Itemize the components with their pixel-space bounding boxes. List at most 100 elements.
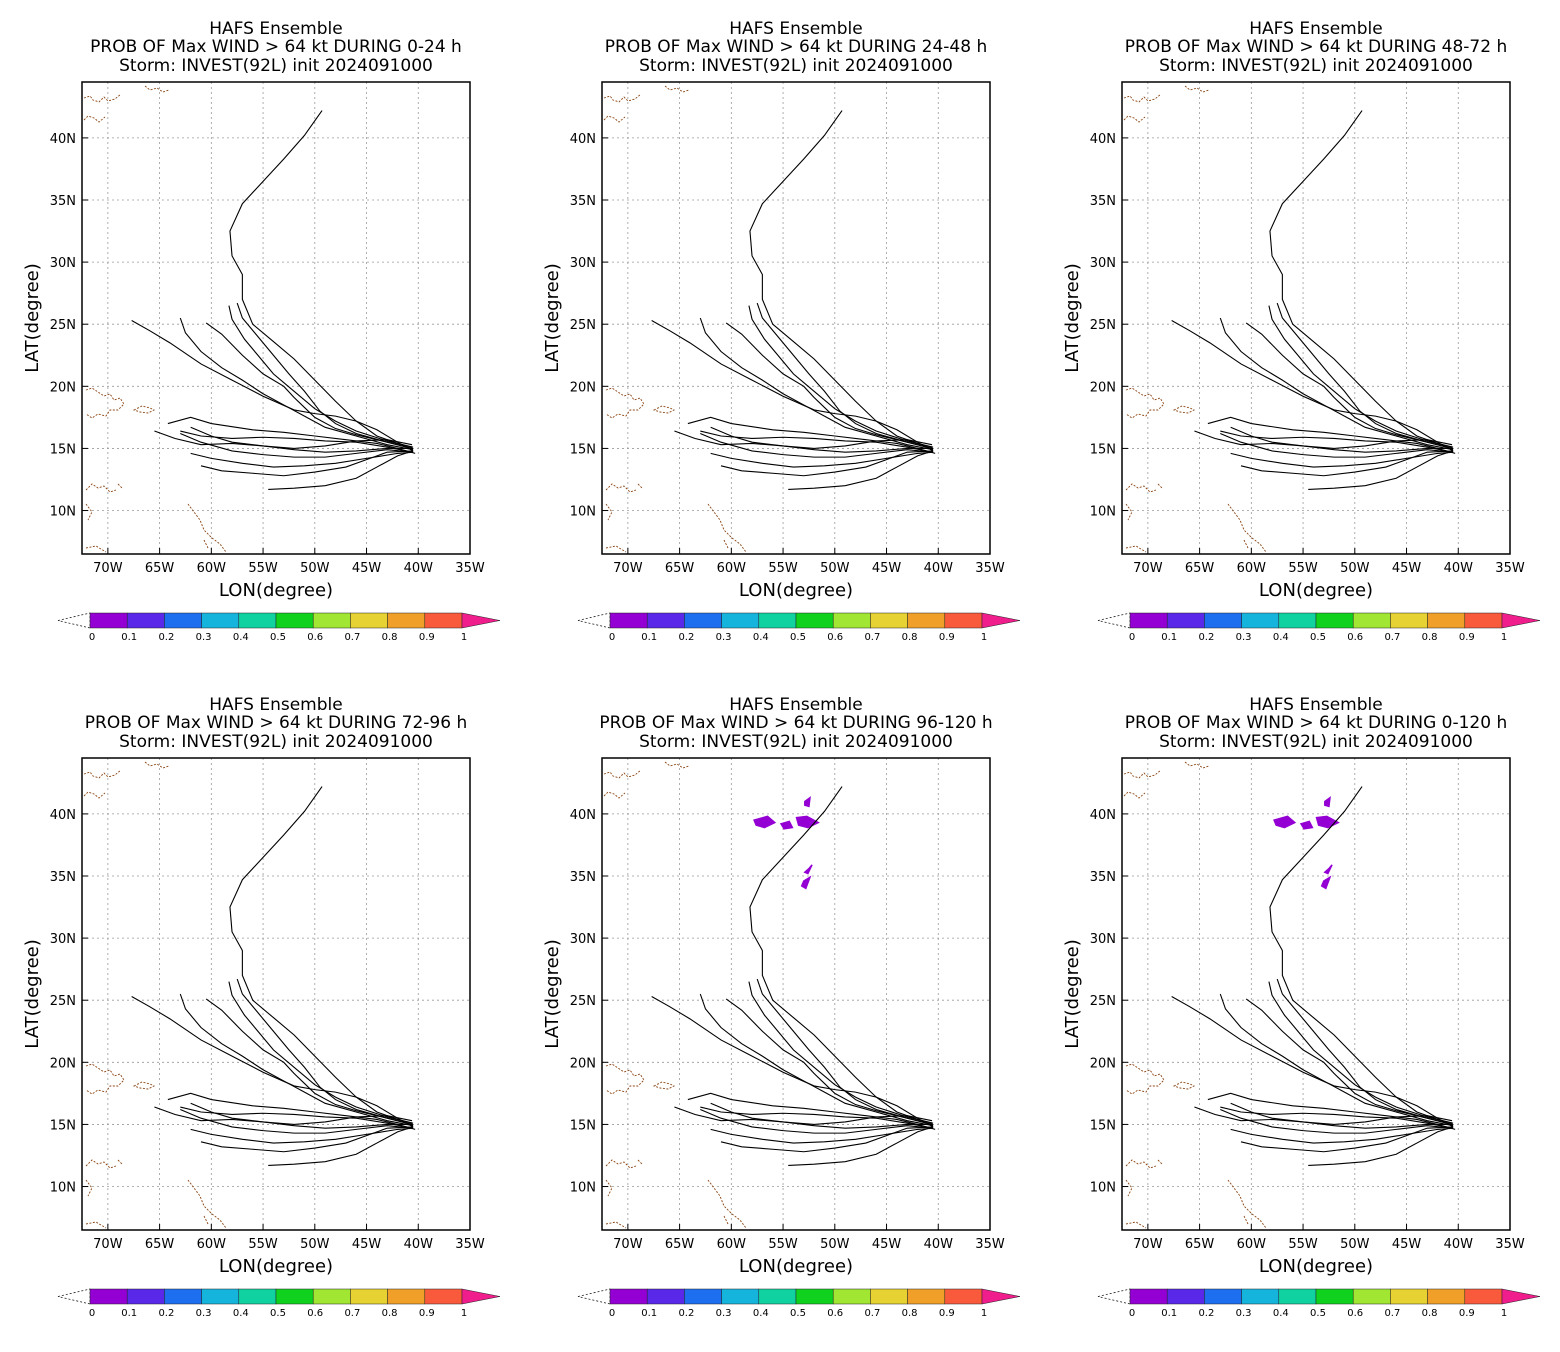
coastline — [707, 1179, 747, 1229]
y-tick-label: 25N — [50, 994, 76, 1009]
colorbar-segment — [1278, 612, 1317, 629]
colorbar-tick-label: 0.1 — [641, 632, 657, 643]
colorbar-tick-label: 0.6 — [307, 632, 323, 643]
colorbar-over-arrow — [981, 1288, 1021, 1305]
coastlines — [83, 85, 227, 553]
colorbar-segment — [238, 1288, 277, 1305]
y-tick-label: 20N — [50, 380, 76, 395]
x-tick-label: 65W — [665, 561, 695, 576]
x-tick-label: 50W — [820, 1237, 850, 1252]
panel-title-line2: PROB OF Max WIND > 64 kt DURING 96-120 h — [599, 713, 992, 733]
x-tick-label: 55W — [768, 561, 798, 576]
colorbar-tick-label: 0.6 — [307, 1308, 323, 1319]
x-tick-label: 65W — [1185, 561, 1215, 576]
track-line — [1269, 786, 1454, 1124]
y-tick-label: 30N — [50, 256, 76, 271]
x-tick-label: 40W — [404, 1237, 434, 1252]
y-tick-label: 35N — [1090, 870, 1116, 885]
map-area — [602, 758, 990, 1230]
prob-patch — [1299, 820, 1314, 830]
coastline — [132, 1081, 156, 1090]
y-tick-label: 40N — [1090, 808, 1116, 823]
coastline — [605, 1159, 637, 1169]
x-tick-label: 65W — [665, 1237, 695, 1252]
x-tick-label: 35W — [1495, 561, 1525, 576]
prob-patch — [1320, 875, 1332, 890]
track-line — [1220, 1109, 1454, 1134]
x-tick-label: 40W — [404, 561, 434, 576]
colorbar-under-arrow — [577, 1288, 611, 1305]
y-tick-label: 35N — [50, 870, 76, 885]
colorbar-tick-label: 0.7 — [344, 1308, 360, 1319]
colorbar: 0 0.1 0.2 0.3 0.4 0.5 0.6 0.7 0.8 0.9 1 — [1097, 1288, 1541, 1319]
colorbar-segment — [1204, 612, 1242, 629]
y-tick-label: 30N — [50, 932, 76, 947]
colorbar-segment — [684, 1288, 722, 1305]
panel-title-line2: PROB OF Max WIND > 64 kt DURING 48-72 h — [1125, 37, 1507, 57]
coastline — [85, 545, 107, 553]
x-tick-label: 65W — [145, 561, 175, 576]
coastlines — [603, 761, 747, 1229]
track-line — [229, 110, 414, 448]
x-tick-label: 40W — [1444, 561, 1474, 576]
y-tick-label: 15N — [570, 442, 596, 457]
coastline — [1125, 1221, 1147, 1229]
panel-title-line1: HAFS Ensemble — [729, 695, 862, 715]
colorbar-tick-label: 1 — [1501, 1308, 1507, 1319]
colorbar-tick-label: 1 — [981, 1308, 987, 1319]
track-line — [1240, 450, 1454, 477]
x-tick-label: 70W — [613, 1237, 643, 1252]
panel-title-line2: PROB OF Max WIND > 64 kt DURING 24-48 h — [605, 37, 987, 57]
colorbar-tick-label: 0 — [609, 1308, 615, 1319]
map-area — [82, 758, 470, 1230]
colorbar-tick-label: 0.2 — [678, 1308, 694, 1319]
y-tick-label: 30N — [1090, 256, 1116, 271]
colorbar-tick-label: 0.5 — [270, 1308, 286, 1319]
y-tick-label: 25N — [570, 318, 596, 333]
track-line — [1230, 426, 1454, 453]
colorbar-tick-label: 0.5 — [1310, 632, 1326, 643]
x-tick-label: 50W — [820, 561, 850, 576]
ensemble-tracks — [1171, 110, 1456, 490]
colorbar-segment — [387, 612, 426, 629]
track-line — [1245, 322, 1453, 449]
coastline — [605, 387, 645, 419]
coastline — [605, 1063, 645, 1095]
y-tick-label: 25N — [1090, 994, 1116, 1009]
y-tick-label: 40N — [1090, 132, 1116, 147]
coastline — [664, 761, 690, 769]
colorbar-segment — [1464, 612, 1503, 629]
coastlines — [1123, 85, 1267, 553]
panel-title-line3: Storm: INVEST(92L) init 2024091000 — [1159, 56, 1473, 76]
track-line — [720, 1126, 934, 1153]
colorbar-segment — [275, 612, 314, 629]
track-line — [674, 1106, 933, 1125]
track-line — [748, 981, 933, 1124]
panel-3: HAFS Ensemble PROB OF Max WIND > 64 kt DU… — [1040, 0, 1560, 676]
colorbar-segment — [1241, 1288, 1280, 1305]
coastline — [83, 93, 122, 103]
x-axis-label: LON(degree) — [219, 580, 333, 601]
colorbar-tick-label: 0.2 — [158, 632, 174, 643]
coastline — [85, 387, 125, 419]
colorbar-tick-label: 0.4 — [233, 1308, 249, 1319]
colorbar-tick-label: 1 — [461, 1308, 467, 1319]
prob-patch — [804, 796, 811, 808]
x-tick-label: 70W — [1133, 1237, 1163, 1252]
colorbar-segment — [795, 1288, 834, 1305]
colorbar-over-arrow — [1501, 1288, 1541, 1305]
coastline — [187, 1179, 227, 1229]
gridlines — [82, 82, 470, 554]
colorbar-under-arrow — [57, 612, 91, 629]
track-line — [180, 1106, 414, 1129]
colorbar-tick-label: 0.9 — [939, 632, 955, 643]
x-tick-label: 70W — [1133, 561, 1163, 576]
y-axis-label: LAT(degree) — [22, 939, 43, 1048]
colorbar-tick-label: 0.8 — [382, 1308, 398, 1319]
colorbar-tick-label: 1 — [981, 632, 987, 643]
panel-title-line1: HAFS Ensemble — [209, 695, 342, 715]
y-tick-label: 10N — [50, 1181, 76, 1196]
